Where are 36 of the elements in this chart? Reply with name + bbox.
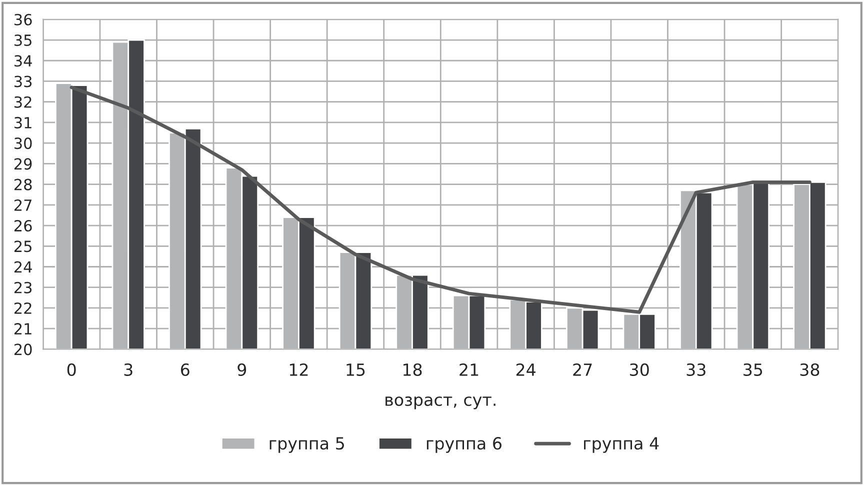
line-series	[70, 86, 812, 314]
x-tick-label: 9	[238, 363, 246, 376]
y-tick-label: 36	[14, 14, 32, 26]
x-tick-label: 38	[800, 363, 820, 376]
x-tick-label: 30	[630, 363, 649, 376]
y-tick-label: 26	[14, 220, 32, 232]
x-tick-label: 27	[573, 363, 592, 376]
y-tick-label: 31	[14, 116, 32, 128]
legend-label: группа 6	[426, 437, 502, 453]
y-tick-label: 35	[14, 34, 32, 46]
y-tick-label: 33	[14, 76, 32, 88]
y-tick-label: 27	[14, 199, 32, 211]
y-tick-label: 24	[14, 261, 32, 273]
x-tick-label: 3	[124, 363, 132, 376]
x-tick-label: 0	[67, 363, 76, 376]
y-tick-label: 30	[14, 138, 32, 150]
y-tick-label: 28	[14, 178, 32, 190]
y-tick-label: 22	[14, 302, 32, 314]
y-tick-label: 20	[14, 344, 32, 356]
y-tick-label: 29	[14, 158, 32, 170]
x-axis-title: возраст, сут.	[386, 396, 496, 410]
y-tick-label: 25	[14, 240, 32, 252]
x-tick-label: 33	[686, 363, 706, 376]
x-tick-label: 24	[516, 363, 536, 376]
y-tick-label: 34	[14, 55, 32, 67]
legend-label: группа 5	[270, 437, 344, 453]
x-tick-label: 15	[346, 364, 365, 376]
x-tick-label: 35	[744, 363, 762, 376]
legend-label: группа 4	[584, 437, 659, 453]
y-tick-label: 23	[14, 282, 32, 294]
y-tick-label: 21	[14, 323, 32, 334]
y-tick-label: 32	[14, 96, 32, 108]
x-tick-label: 12	[290, 363, 308, 376]
x-tick-label: 6	[181, 363, 190, 376]
x-tick-label: 18	[403, 363, 422, 376]
x-tick-label: 21	[460, 363, 478, 376]
